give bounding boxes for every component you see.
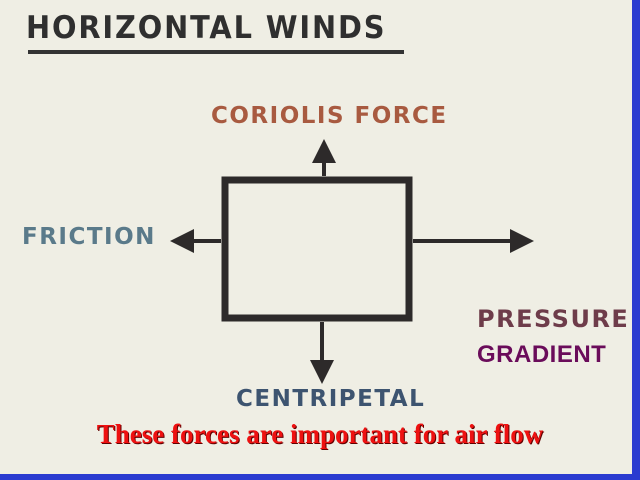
slide-caption: These forces are important for air flow	[96, 419, 544, 449]
label-centripetal: CENTRIPETAL	[236, 386, 426, 412]
force-diagram	[170, 139, 534, 384]
label-friction: FRICTION	[22, 224, 156, 250]
slide-title: HORIZONTAL WINDS	[26, 10, 387, 46]
label-coriolis-force: CORIOLIS FORCE	[211, 103, 448, 129]
title-underline	[28, 50, 404, 54]
slide-canvas: HORIZONTAL WINDS CORIOLIS FORCE FRICTION…	[0, 0, 632, 474]
label-gradient: GRADIENT	[477, 341, 607, 368]
label-pressure: PRESSURE	[477, 305, 630, 333]
air-parcel-box	[221, 176, 413, 322]
